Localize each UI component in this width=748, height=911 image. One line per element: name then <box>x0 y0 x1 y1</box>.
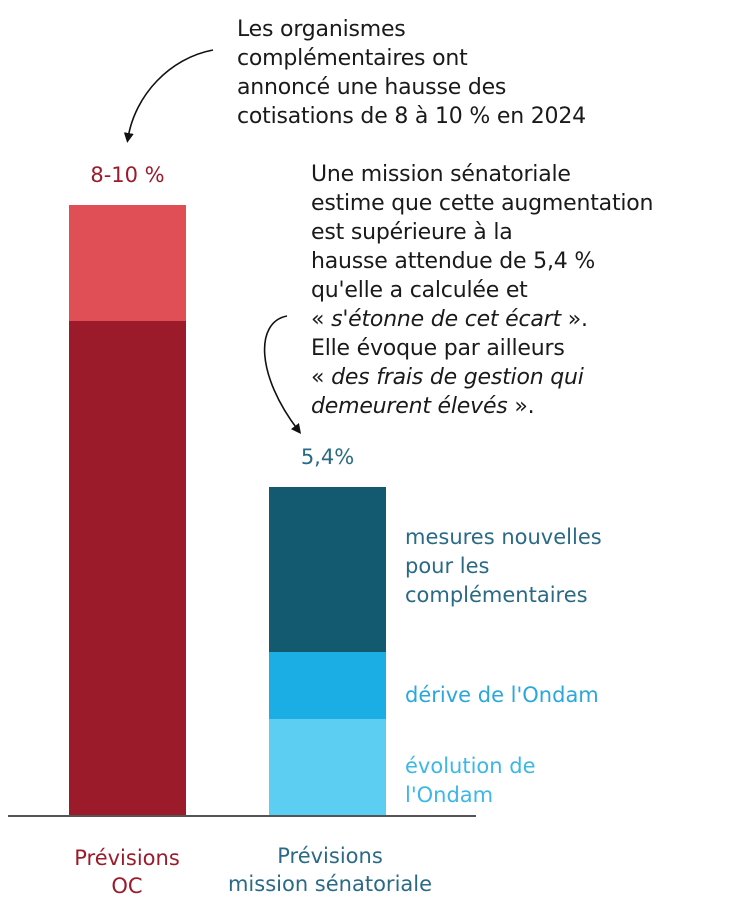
segment-label-line: complémentaires <box>405 583 588 607</box>
quote-text: s'étonne de cet écart <box>331 307 561 332</box>
annotation-oc-line: annoncé une hausse des <box>237 75 507 100</box>
category-label-line: Prévisions <box>74 846 180 870</box>
category-label-oc: Prévisions OC <box>27 844 227 900</box>
segment-label-evolution: évolution de l'Ondam <box>405 752 536 810</box>
annotation-mission-line: Une mission sénatoriale <box>311 162 571 187</box>
category-label-line: mission sénatoriale <box>227 872 433 896</box>
arrow-to-mission-bar <box>263 315 302 434</box>
mission-bar-derive-segment <box>269 652 386 719</box>
oc-bar-lower-segment <box>69 321 186 816</box>
annotation-mission-line: qu'elle a calculée et <box>311 278 528 303</box>
mission-value-label: 5,4% <box>300 445 355 469</box>
annotation-oc-line: cotisations de 8 à 10 % en 2024 <box>237 104 586 129</box>
annotation-mission-line: estime que cette augmentation <box>311 191 654 216</box>
segment-label-derive: dérive de l'Ondam <box>405 683 599 707</box>
quote-open: « <box>311 365 332 390</box>
oc-bar-upper-segment <box>69 205 186 321</box>
category-label-mission: Prévisions mission sénatoriale <box>200 842 460 898</box>
annotation-mission-line: « des frais de gestion qui <box>311 363 653 392</box>
mission-bar-evolution-segment <box>269 719 386 816</box>
annotation-oc-line: complémentaires ont <box>237 46 468 71</box>
quote-open: « <box>311 307 332 332</box>
annotation-mission: Une mission sénatoriale estime que cette… <box>311 160 653 421</box>
segment-label-line: mesures nouvelles <box>405 525 602 549</box>
arrow-to-oc-bar <box>123 49 214 143</box>
annotation-mission-line: est supérieure à la <box>311 220 513 245</box>
annotation-mission-line: « s'étonne de cet écart ». <box>311 305 653 334</box>
annotation-mission-line: demeurent élevés ». <box>311 392 653 421</box>
quote-close: ». <box>560 307 588 332</box>
quote-close: ». <box>507 394 535 419</box>
segment-label-line: évolution de <box>405 754 536 778</box>
category-label-line: OC <box>111 874 143 898</box>
annotation-oc-line: Les organismes <box>237 17 406 42</box>
category-label-line: Prévisions <box>277 844 383 868</box>
mission-bar-mesures-segment <box>269 487 386 652</box>
oc-value-label: 8-10 % <box>90 163 165 187</box>
annotation-oc: Les organismes complémentaires ont annon… <box>237 15 586 131</box>
quote-text: des frais de gestion qui <box>331 365 584 390</box>
segment-label-line: pour les <box>405 554 490 578</box>
x-axis-baseline <box>8 815 476 817</box>
segment-label-line: l'Ondam <box>405 783 494 807</box>
annotation-mission-line: hausse attendue de 5,4 % <box>311 249 596 274</box>
segment-label-mesures: mesures nouvelles pour les complémentair… <box>405 523 602 610</box>
annotation-mission-line: Elle évoque par ailleurs <box>311 336 565 361</box>
quote-text: demeurent élevés <box>311 394 508 419</box>
